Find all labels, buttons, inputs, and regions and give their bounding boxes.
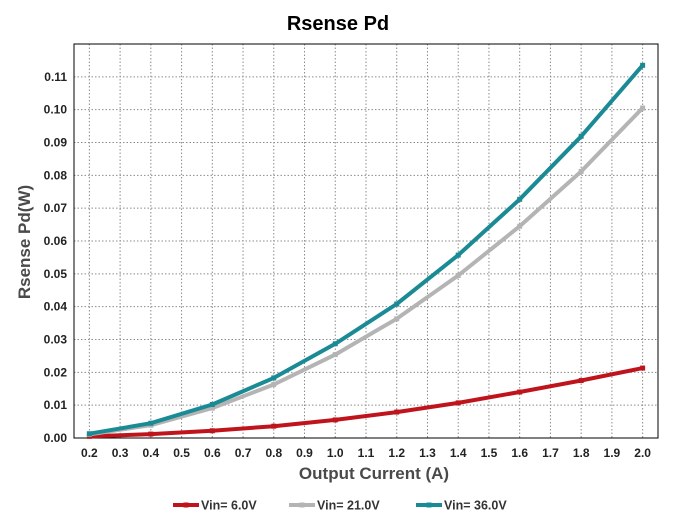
x-tick-label: 1.8 (573, 446, 590, 460)
legend-marker (426, 502, 432, 508)
data-point (209, 428, 215, 434)
data-point (332, 352, 338, 358)
x-tick-label: 1.4 (450, 446, 467, 460)
y-axis-label: Rsense Pd(W) (15, 185, 34, 299)
data-point (271, 375, 277, 381)
data-point (209, 405, 215, 411)
data-point (455, 400, 461, 406)
y-tick-label: 0.08 (44, 168, 68, 182)
legend-marker (183, 502, 189, 508)
x-tick-label: 0.5 (173, 446, 190, 460)
x-tick-label: 1.1 (358, 446, 375, 460)
data-point (640, 62, 646, 68)
legend-label: Vin= 36.0V (444, 499, 507, 513)
chart-title: Rsense Pd (287, 13, 389, 35)
x-tick-label: 1.2 (388, 446, 405, 460)
series-line (87, 366, 645, 439)
y-tick-label: 0.05 (44, 267, 68, 281)
data-point (394, 316, 400, 322)
data-point (517, 223, 523, 229)
y-tick-label: 0.00 (44, 431, 68, 445)
x-tick-label: 0.3 (112, 446, 129, 460)
legend-marker (299, 502, 305, 508)
y-axis-ticks: 0.00 0.01 0.02 0.03 0.04 0.05 0.06 0.07 0.08 0.09… (44, 70, 68, 445)
series-3 (86, 62, 646, 437)
data-point (271, 381, 277, 387)
x-tick-label: 0.6 (204, 446, 221, 460)
series-line (87, 63, 645, 436)
data-point (640, 105, 646, 111)
x-axis-ticks: 0.2 0.3 0.4 0.5 0.6 0.7 0.8 0.9 1.0 1.1 1.2 1.3 1.4 1… (81, 446, 651, 460)
data-point (209, 402, 215, 408)
data-point (517, 196, 523, 202)
legend-entry: Vin= 21.0V (289, 499, 380, 513)
x-tick-label: 1.5 (481, 446, 498, 460)
series-line (87, 106, 645, 437)
series-2 (86, 105, 646, 437)
x-tick-label: 0.7 (235, 446, 252, 460)
x-tick-label: 1.7 (542, 446, 559, 460)
x-tick-label: 1.9 (604, 446, 621, 460)
y-tick-label: 0.02 (44, 365, 68, 379)
y-tick-label: 0.11 (44, 70, 67, 84)
plot-frame (73, 43, 659, 439)
legend-label: Vin= 6.0V (201, 499, 257, 513)
legend: Vin= 6.0V Vin= 21.0V Vin= 36.0V (173, 499, 507, 513)
x-tick-label: 0.2 (81, 446, 98, 460)
data-point (394, 409, 400, 415)
legend-label: Vin= 21.0V (317, 499, 380, 513)
data-point (640, 365, 646, 371)
data-point (578, 168, 584, 174)
data-point (148, 420, 154, 426)
x-tick-label: 2.0 (634, 446, 651, 460)
x-tick-label: 0.9 (296, 446, 313, 460)
x-axis-label: Output Current (A) (299, 464, 449, 483)
data-point (455, 252, 461, 258)
x-tick-label: 1.6 (511, 446, 528, 460)
data-point (517, 389, 523, 395)
y-tick-label: 0.06 (44, 234, 68, 248)
y-tick-label: 0.07 (44, 201, 68, 215)
data-point (332, 417, 338, 423)
data-point (578, 133, 584, 139)
x-tick-label: 1.0 (327, 446, 344, 460)
grid-lines (74, 44, 658, 438)
y-tick-label: 0.10 (44, 103, 68, 117)
x-tick-label: 0.4 (142, 446, 159, 460)
data-point (271, 423, 277, 429)
y-tick-label: 0.04 (44, 300, 68, 314)
legend-entry: Vin= 36.0V (416, 499, 507, 513)
data-point (394, 301, 400, 307)
y-tick-label: 0.03 (44, 333, 68, 347)
y-tick-label: 0.01 (44, 398, 68, 412)
data-point (578, 378, 584, 384)
x-tick-label: 0.8 (265, 446, 282, 460)
y-tick-label: 0.09 (44, 136, 68, 150)
legend-entry: Vin= 6.0V (173, 499, 257, 513)
data-point (148, 431, 154, 437)
data-point (332, 341, 338, 347)
data-point (455, 272, 461, 278)
series-lines (86, 62, 646, 439)
data-point (86, 431, 92, 437)
x-tick-label: 1.3 (419, 446, 436, 460)
